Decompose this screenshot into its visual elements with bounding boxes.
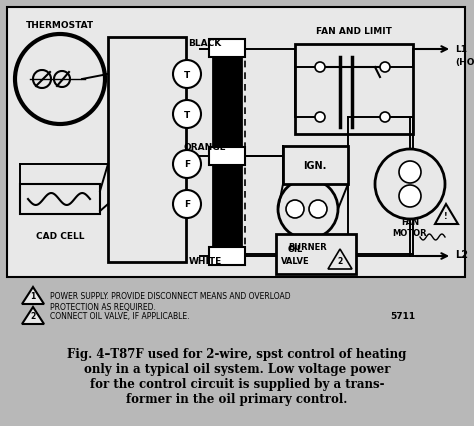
- Text: VALVE: VALVE: [281, 257, 310, 266]
- Circle shape: [380, 113, 390, 123]
- Polygon shape: [435, 204, 458, 225]
- Circle shape: [173, 101, 201, 129]
- Text: ORANGE: ORANGE: [183, 143, 227, 152]
- Text: L2: L2: [455, 249, 468, 259]
- Text: 5711: 5711: [390, 312, 415, 321]
- Text: L1: L1: [455, 46, 467, 55]
- Bar: [283, 147, 348, 184]
- Circle shape: [286, 201, 304, 219]
- Polygon shape: [22, 307, 44, 324]
- Circle shape: [173, 151, 201, 178]
- Circle shape: [315, 63, 325, 73]
- Bar: [276, 234, 356, 274]
- Text: BLACK: BLACK: [188, 38, 222, 47]
- Polygon shape: [328, 249, 352, 269]
- Bar: [209, 148, 245, 166]
- Text: WHITE: WHITE: [188, 257, 222, 266]
- Circle shape: [315, 113, 325, 123]
- Bar: [209, 248, 245, 265]
- Text: OIL: OIL: [287, 245, 302, 254]
- Bar: [108, 38, 186, 262]
- Circle shape: [278, 180, 338, 239]
- Circle shape: [173, 190, 201, 219]
- Text: T: T: [184, 70, 190, 79]
- Text: former in the oil primary control.: former in the oil primary control.: [126, 392, 348, 405]
- Text: 1: 1: [30, 292, 36, 301]
- Text: 2: 2: [30, 312, 36, 321]
- Text: IGN.: IGN.: [303, 161, 327, 170]
- Text: CONNECT OIL VALVE, IF APPLICABLE.: CONNECT OIL VALVE, IF APPLICABLE.: [50, 312, 190, 321]
- Circle shape: [15, 35, 105, 125]
- Circle shape: [399, 161, 421, 184]
- Text: BURNER: BURNER: [289, 243, 328, 252]
- Text: FAN AND LIMIT: FAN AND LIMIT: [316, 27, 392, 36]
- Bar: [209, 40, 245, 58]
- Text: F: F: [184, 200, 190, 209]
- Text: PROTECTION AS REQUIRED.: PROTECTION AS REQUIRED.: [50, 303, 156, 312]
- Bar: [213, 58, 241, 248]
- Text: !: !: [444, 212, 448, 221]
- Text: POWER SUPPLY. PROVIDE DISCONNECT MEANS AND OVERLOAD: POWER SUPPLY. PROVIDE DISCONNECT MEANS A…: [50, 292, 291, 301]
- Bar: [20, 184, 100, 215]
- Text: 2: 2: [337, 257, 343, 266]
- Text: T: T: [184, 110, 190, 119]
- Text: (HOT): (HOT): [455, 58, 474, 66]
- Text: for the control circuit is supplied by a trans-: for the control circuit is supplied by a…: [90, 377, 384, 390]
- Bar: [295, 45, 413, 135]
- Text: CAD CELL: CAD CELL: [36, 232, 84, 241]
- Polygon shape: [22, 287, 44, 304]
- Circle shape: [375, 150, 445, 219]
- Text: only in a typical oil system. Low voltage power: only in a typical oil system. Low voltag…: [84, 362, 390, 375]
- Circle shape: [399, 186, 421, 207]
- Text: Fig. 4–T87F used for 2-wire, spst control of heating: Fig. 4–T87F used for 2-wire, spst contro…: [67, 347, 407, 360]
- Text: FAN
MOTOR: FAN MOTOR: [392, 218, 428, 237]
- Circle shape: [380, 63, 390, 73]
- Text: F: F: [184, 160, 190, 169]
- Text: THERMOSTAT: THERMOSTAT: [26, 20, 94, 29]
- Circle shape: [173, 61, 201, 89]
- Bar: [7, 8, 465, 277]
- Circle shape: [309, 201, 327, 219]
